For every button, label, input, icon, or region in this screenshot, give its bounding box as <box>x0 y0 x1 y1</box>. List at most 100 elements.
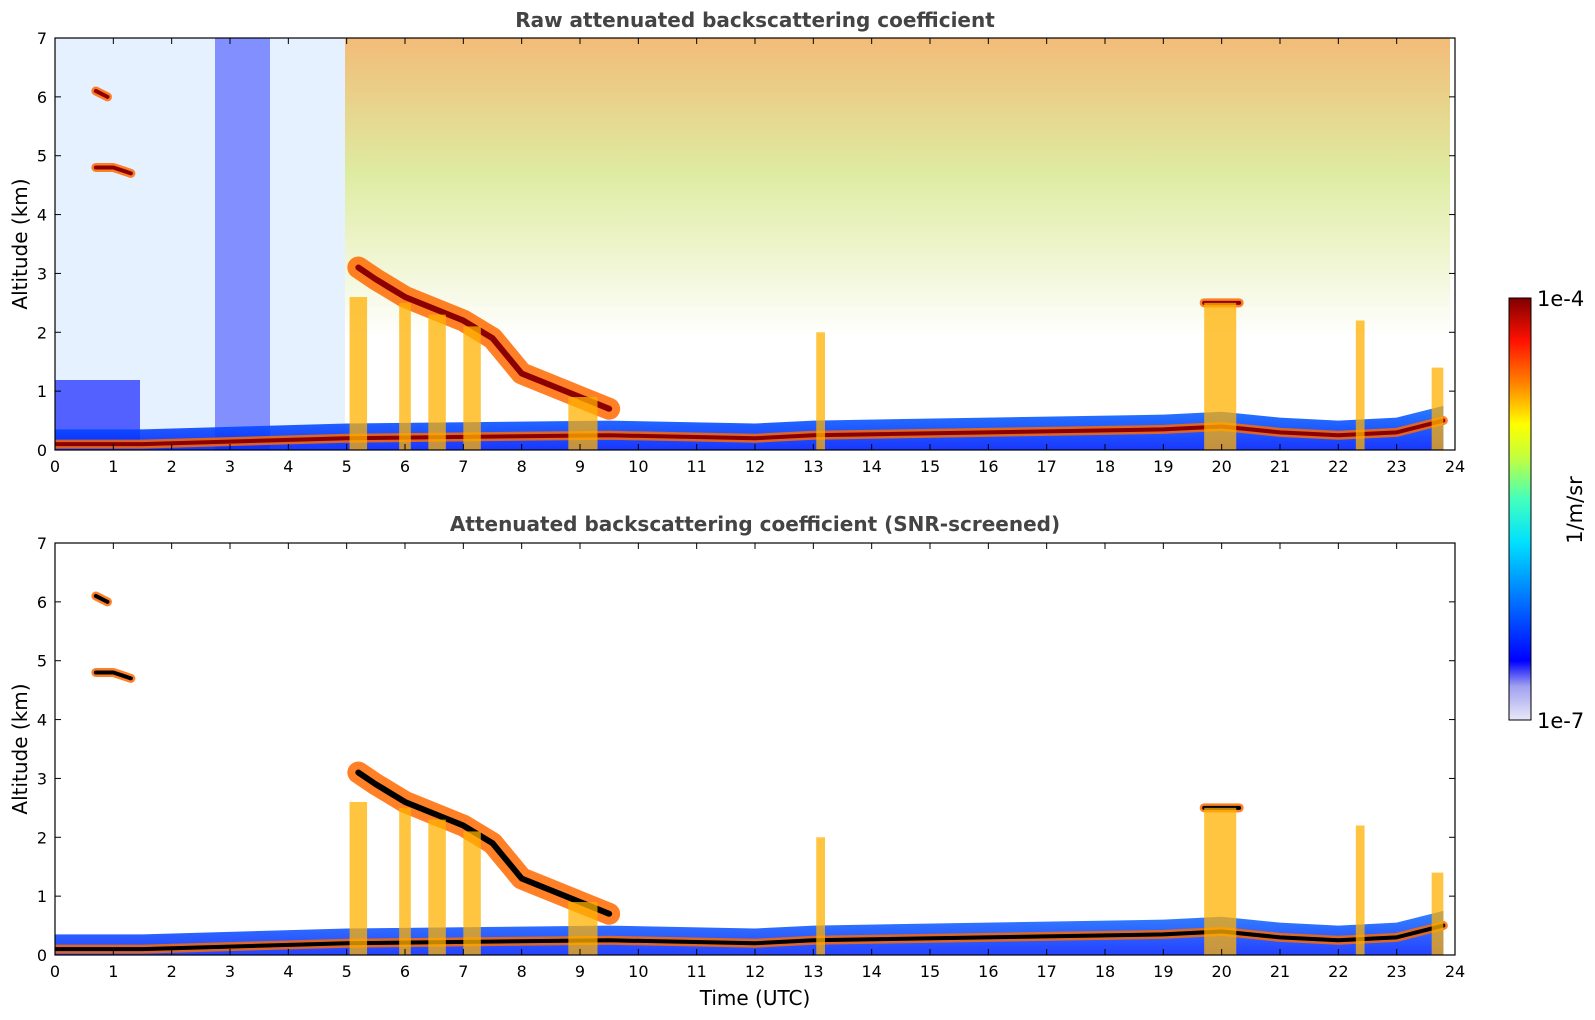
precipitation-column <box>399 807 411 955</box>
y-tick-label: 4 <box>37 206 47 225</box>
x-tick-label: 9 <box>575 962 585 981</box>
x-tick-label: 12 <box>745 457 765 476</box>
y-tick-label: 6 <box>37 88 47 107</box>
x-tick-label: 3 <box>225 962 235 981</box>
x-tick-label: 24 <box>1445 457 1465 476</box>
precipitation-column <box>349 801 368 955</box>
precipitation-column <box>463 831 481 955</box>
precipitation-column <box>1204 807 1237 955</box>
x-tick-label: 21 <box>1270 962 1290 981</box>
x-tick-label: 6 <box>400 962 410 981</box>
x-tick-label: 8 <box>517 962 527 981</box>
precipitation-column <box>568 902 598 955</box>
x-tick-label: 2 <box>167 962 177 981</box>
x-tick-label: 21 <box>1270 457 1290 476</box>
heatmap-screened <box>55 543 1455 955</box>
colorbar-gradient <box>1508 297 1532 721</box>
precipitation-column <box>463 326 481 450</box>
x-tick-label: 22 <box>1328 457 1348 476</box>
x-tick-label: 14 <box>861 962 881 981</box>
x-tick-label: 9 <box>575 457 585 476</box>
colorbar-min-label: 1e-7 <box>1537 709 1584 733</box>
precipitation-column <box>816 332 825 450</box>
x-tick-label: 1 <box>108 962 118 981</box>
x-tick-label: 8 <box>517 457 527 476</box>
x-tick-label: 15 <box>920 457 940 476</box>
y-tick-label: 6 <box>37 593 47 612</box>
colorbar-unit-label: 1/m/sr <box>1563 476 1587 544</box>
precipitation-column <box>428 314 446 450</box>
y-axis-label: Altitude (km) <box>8 683 32 814</box>
x-tick-label: 20 <box>1211 457 1231 476</box>
x-tick-label: 7 <box>458 457 468 476</box>
colorbar: 1e-4 1e-7 1/m/sr <box>1508 287 1587 733</box>
x-tick-label: 24 <box>1445 962 1465 981</box>
x-tick-label: 4 <box>283 457 293 476</box>
panel-screened: Attenuated backscattering coefficient (S… <box>8 512 1465 1010</box>
x-tick-label: 0 <box>50 962 60 981</box>
y-tick-label: 4 <box>37 711 47 730</box>
x-tick-label: 13 <box>803 962 823 981</box>
x-tick-label: 11 <box>686 962 706 981</box>
cloud-layer-core <box>55 418 1446 447</box>
x-tick-label: 6 <box>400 457 410 476</box>
x-tick-label: 3 <box>225 457 235 476</box>
cloud-layer-core <box>93 670 133 681</box>
x-tick-label: 23 <box>1386 457 1406 476</box>
x-tick-label: 14 <box>861 457 881 476</box>
x-tick-label: 19 <box>1153 457 1173 476</box>
cloud-layer-core <box>93 165 133 176</box>
y-tick-label: 5 <box>37 652 47 671</box>
precipitation-column <box>1355 320 1365 450</box>
cloud-layer-core <box>355 264 613 412</box>
x-tick-label: 22 <box>1328 962 1348 981</box>
y-tick-label: 1 <box>37 382 47 401</box>
x-tick-label: 18 <box>1095 457 1115 476</box>
y-tick-label: 2 <box>37 828 47 847</box>
y-tick-label: 2 <box>37 323 47 342</box>
blue-column <box>215 38 270 450</box>
colorbar-max-label: 1e-4 <box>1537 287 1584 311</box>
cloud-layer-core <box>55 923 1446 952</box>
x-tick-label: 11 <box>686 457 706 476</box>
x-tick-label: 19 <box>1153 962 1173 981</box>
y-tick-label: 7 <box>37 534 47 553</box>
precipitation-column <box>349 296 368 450</box>
x-tick-label: 10 <box>628 457 648 476</box>
x-tick-label: 0 <box>50 457 60 476</box>
y-tick-label: 3 <box>37 264 47 283</box>
precipitation-column <box>1431 872 1444 955</box>
precipitation-column <box>1204 302 1237 450</box>
x-tick-label: 17 <box>1036 962 1056 981</box>
x-tick-label: 15 <box>920 962 940 981</box>
precipitation-column <box>816 837 825 955</box>
y-tick-label: 7 <box>37 29 47 48</box>
x-tick-label: 1 <box>108 457 118 476</box>
x-tick-label: 12 <box>745 962 765 981</box>
heatmap-raw <box>55 38 1455 450</box>
x-tick-label: 16 <box>978 457 998 476</box>
cloud-layer-core <box>93 88 110 99</box>
cloud-layer-core <box>93 593 110 604</box>
x-axis-label: Time (UTC) <box>699 986 811 1010</box>
y-tick-label: 5 <box>37 147 47 166</box>
y-tick-label: 1 <box>37 887 47 906</box>
x-tick-label: 10 <box>628 962 648 981</box>
precipitation-column <box>1355 825 1365 955</box>
high-altitude-noise <box>345 38 1450 338</box>
x-tick-label: 7 <box>458 962 468 981</box>
x-tick-label: 5 <box>342 962 352 981</box>
x-tick-label: 20 <box>1211 962 1231 981</box>
panel-title: Raw attenuated backscattering coefficien… <box>515 8 995 32</box>
x-tick-label: 5 <box>342 457 352 476</box>
x-tick-label: 2 <box>167 457 177 476</box>
y-tick-label: 3 <box>37 769 47 788</box>
panel-raw: Raw attenuated backscattering coefficien… <box>8 8 1465 476</box>
y-tick-label: 0 <box>37 946 47 965</box>
cloud-layer-core <box>355 769 613 917</box>
x-tick-label: 4 <box>283 962 293 981</box>
x-tick-label: 13 <box>803 457 823 476</box>
precipitation-column <box>1431 367 1444 450</box>
precipitation-column <box>399 302 411 450</box>
